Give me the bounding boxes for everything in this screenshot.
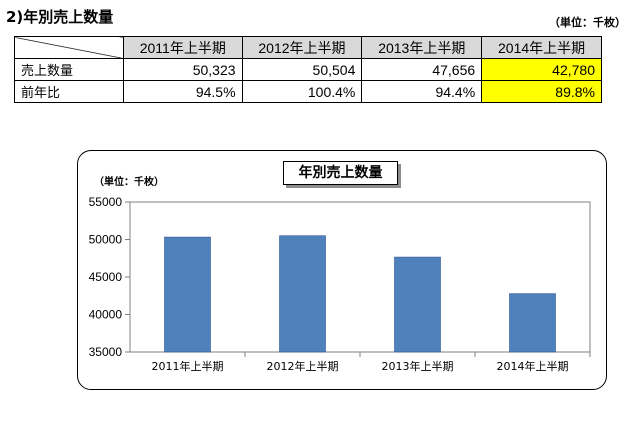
section-heading: 2)年別売上数量 bbox=[6, 8, 114, 26]
x-tick-label: 2014年上半期 bbox=[497, 359, 569, 373]
table-row: 前年比 94.5% 100.4% 94.4% 89.8% bbox=[14, 80, 602, 103]
x-tick-label: 2013年上半期 bbox=[382, 359, 454, 373]
y-tick-label: 55000 bbox=[89, 195, 123, 209]
y-tick-label: 35000 bbox=[89, 345, 123, 359]
bar bbox=[164, 236, 211, 353]
bar bbox=[509, 293, 556, 353]
x-tick-label: 2011年上半期 bbox=[152, 359, 224, 373]
table-cell: 50,323 bbox=[123, 58, 243, 81]
table-cell: 100.4% bbox=[241, 80, 363, 103]
unit-label: （単位：千枚） bbox=[549, 16, 626, 29]
x-tick-label: 2012年上半期 bbox=[267, 359, 339, 373]
table-cell-highlighted: 89.8% bbox=[481, 80, 602, 103]
chart-unit-label: （単位：千枚） bbox=[94, 177, 164, 188]
row-label: 前年比 bbox=[14, 80, 124, 103]
y-tick-label: 45000 bbox=[89, 270, 123, 284]
y-tick-label: 40000 bbox=[89, 308, 123, 322]
y-tick-label: 50000 bbox=[89, 233, 123, 247]
bar bbox=[394, 256, 441, 353]
bar bbox=[279, 235, 326, 353]
column-header: 2012年上半期 bbox=[241, 36, 363, 59]
table-row: 売上数量 50,323 50,504 47,656 42,780 bbox=[14, 58, 602, 81]
table-cell: 94.5% bbox=[123, 80, 243, 103]
table-header-row: 2011年上半期 2012年上半期 2013年上半期 2014年上半期 bbox=[14, 36, 602, 59]
column-header: 2011年上半期 bbox=[123, 36, 243, 59]
sales-table: 2011年上半期 2012年上半期 2013年上半期 2014年上半期 売上数量… bbox=[14, 36, 602, 103]
table-corner-cell bbox=[14, 36, 124, 59]
row-label: 売上数量 bbox=[14, 58, 124, 81]
table-cell: 47,656 bbox=[361, 58, 483, 81]
chart-title: 年別売上数量 bbox=[283, 161, 398, 185]
column-header: 2014年上半期 bbox=[481, 36, 602, 59]
